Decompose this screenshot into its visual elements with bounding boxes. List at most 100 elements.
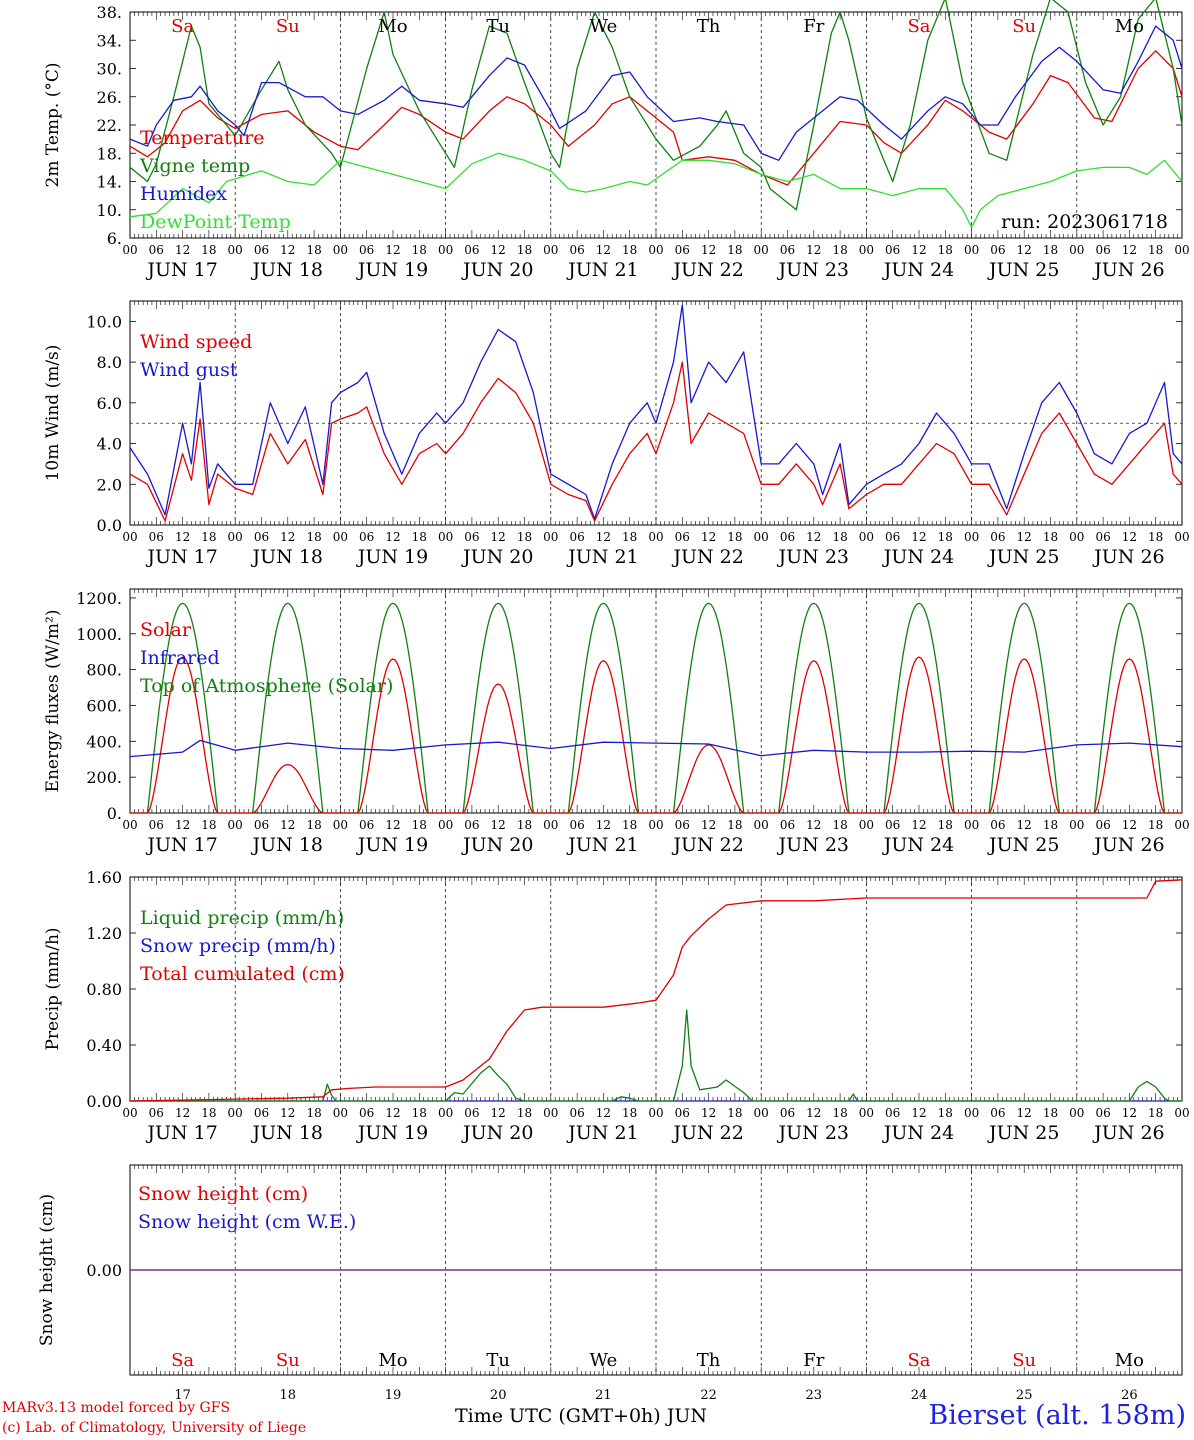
hour-label: 06: [254, 1106, 269, 1120]
hour-label: 18: [622, 530, 637, 544]
y-tick-label: 600.: [86, 696, 122, 715]
hour-label: 12: [1122, 530, 1137, 544]
hour-label: 12: [175, 243, 190, 257]
day-number: 18: [280, 1388, 297, 1403]
hour-label: 18: [727, 243, 742, 257]
hour-label: 06: [359, 1106, 374, 1120]
date-label: JUN 19: [356, 1122, 428, 1144]
date-label: JUN 18: [251, 259, 323, 281]
y-tick-label: 0.: [107, 804, 122, 823]
y-tick-label: 0.0: [97, 516, 122, 535]
legend-entry: Snow height (cm): [138, 1183, 308, 1205]
day-name: Fr: [803, 16, 824, 37]
y-axis-title-2: Energy fluxes (W/m²): [43, 610, 63, 793]
y-tick-label: 10.0: [86, 312, 122, 331]
y-tick-label: 26.: [97, 88, 122, 107]
panel-frame-1: [129, 300, 1183, 526]
hour-label: 06: [359, 530, 374, 544]
hour-label: 06: [149, 530, 164, 544]
legend-entry: DewPoint Temp: [140, 211, 291, 233]
time-axis-title: Time UTC (GMT+0h) JUN: [455, 1405, 707, 1427]
hour-label: 18: [517, 530, 532, 544]
hour-label: 00: [1069, 530, 1084, 544]
y-tick-label: 1000.: [76, 625, 122, 644]
hour-label: 00: [122, 1106, 137, 1120]
hour-label: 00: [438, 818, 453, 832]
lab-credit: (c) Lab. of Climatology, University of L…: [2, 1420, 307, 1436]
hour-label: 12: [701, 1106, 716, 1120]
hour-label: 18: [412, 818, 427, 832]
date-label: JUN 22: [671, 1122, 743, 1144]
y-tick-label: 30.: [97, 60, 122, 79]
hour-label: 12: [596, 530, 611, 544]
y-axis-title-4: Snow height (cm): [37, 1194, 57, 1346]
y-tick-label: 4.0: [97, 435, 122, 454]
hour-label: 06: [885, 243, 900, 257]
hour-label: 06: [1095, 243, 1110, 257]
hour-label: 12: [175, 530, 190, 544]
hour-label: 12: [491, 530, 506, 544]
hour-label: 18: [201, 530, 216, 544]
date-label: JUN 26: [1092, 546, 1164, 568]
date-label: JUN 26: [1092, 259, 1164, 281]
hour-label: 12: [701, 818, 716, 832]
date-label: JUN 23: [777, 259, 849, 281]
date-label: JUN 21: [566, 546, 638, 568]
day-name: Th: [697, 1350, 721, 1371]
y-axis-title-0: 2m Temp. (°C): [43, 62, 63, 187]
hour-label: 06: [675, 1106, 690, 1120]
hour-label: 12: [385, 530, 400, 544]
hour-label: 18: [622, 1106, 637, 1120]
hour-label: 06: [464, 530, 479, 544]
hour-label: 00: [754, 530, 769, 544]
hour-label: 00: [964, 243, 979, 257]
day-name: Mo: [378, 1350, 407, 1371]
hour-label: 00: [438, 530, 453, 544]
hour-label: 06: [990, 1106, 1005, 1120]
hour-label: 06: [359, 818, 374, 832]
date-label: JUN 24: [882, 834, 954, 856]
hour-label: 18: [306, 818, 321, 832]
hour-label: 00: [754, 243, 769, 257]
hour-label: 00: [859, 1106, 874, 1120]
hour-label: 06: [149, 1106, 164, 1120]
hour-label: 06: [885, 1106, 900, 1120]
hour-label: 06: [464, 243, 479, 257]
hour-label: 18: [1043, 1106, 1058, 1120]
hour-label: 00: [1069, 818, 1084, 832]
hour-label: 00: [648, 1106, 663, 1120]
series-temperature: [129, 50, 1183, 186]
y-tick-label: 400.: [86, 732, 122, 751]
hour-label: 06: [149, 243, 164, 257]
station-name: Bierset (alt. 158m): [928, 1400, 1186, 1431]
series-humidex: [129, 25, 1183, 161]
hour-label: 18: [622, 243, 637, 257]
y-tick-label: 8.0: [97, 353, 122, 372]
hour-label: 18: [1043, 530, 1058, 544]
model-credit: MARv3.13 model forced by GFS: [2, 1400, 231, 1416]
hour-label: 06: [464, 1106, 479, 1120]
hour-label: 06: [254, 530, 269, 544]
y-tick-label: 6.: [107, 229, 122, 248]
series-liquid-precip: [130, 1009, 1182, 1102]
date-label: JUN 25: [987, 546, 1059, 568]
day-number: 20: [490, 1388, 507, 1403]
hour-label: 12: [806, 1106, 821, 1120]
date-label: JUN 24: [882, 259, 954, 281]
hour-label: 00: [859, 818, 874, 832]
y-tick-label: 38.: [97, 3, 122, 22]
hour-label: 18: [938, 1106, 953, 1120]
hour-label: 18: [1148, 818, 1163, 832]
series-infrared: [129, 739, 1183, 758]
hour-label: 06: [1095, 1106, 1110, 1120]
hour-label: 18: [938, 243, 953, 257]
hour-label: 12: [806, 243, 821, 257]
hour-label: 06: [675, 243, 690, 257]
date-label: JUN 26: [1092, 834, 1164, 856]
hour-label: 00: [438, 1106, 453, 1120]
date-label: JUN 22: [671, 546, 743, 568]
y-tick-label: 14.: [97, 173, 122, 192]
hour-label: 06: [780, 818, 795, 832]
hour-label: 06: [780, 243, 795, 257]
day-name: Su: [1012, 16, 1036, 37]
